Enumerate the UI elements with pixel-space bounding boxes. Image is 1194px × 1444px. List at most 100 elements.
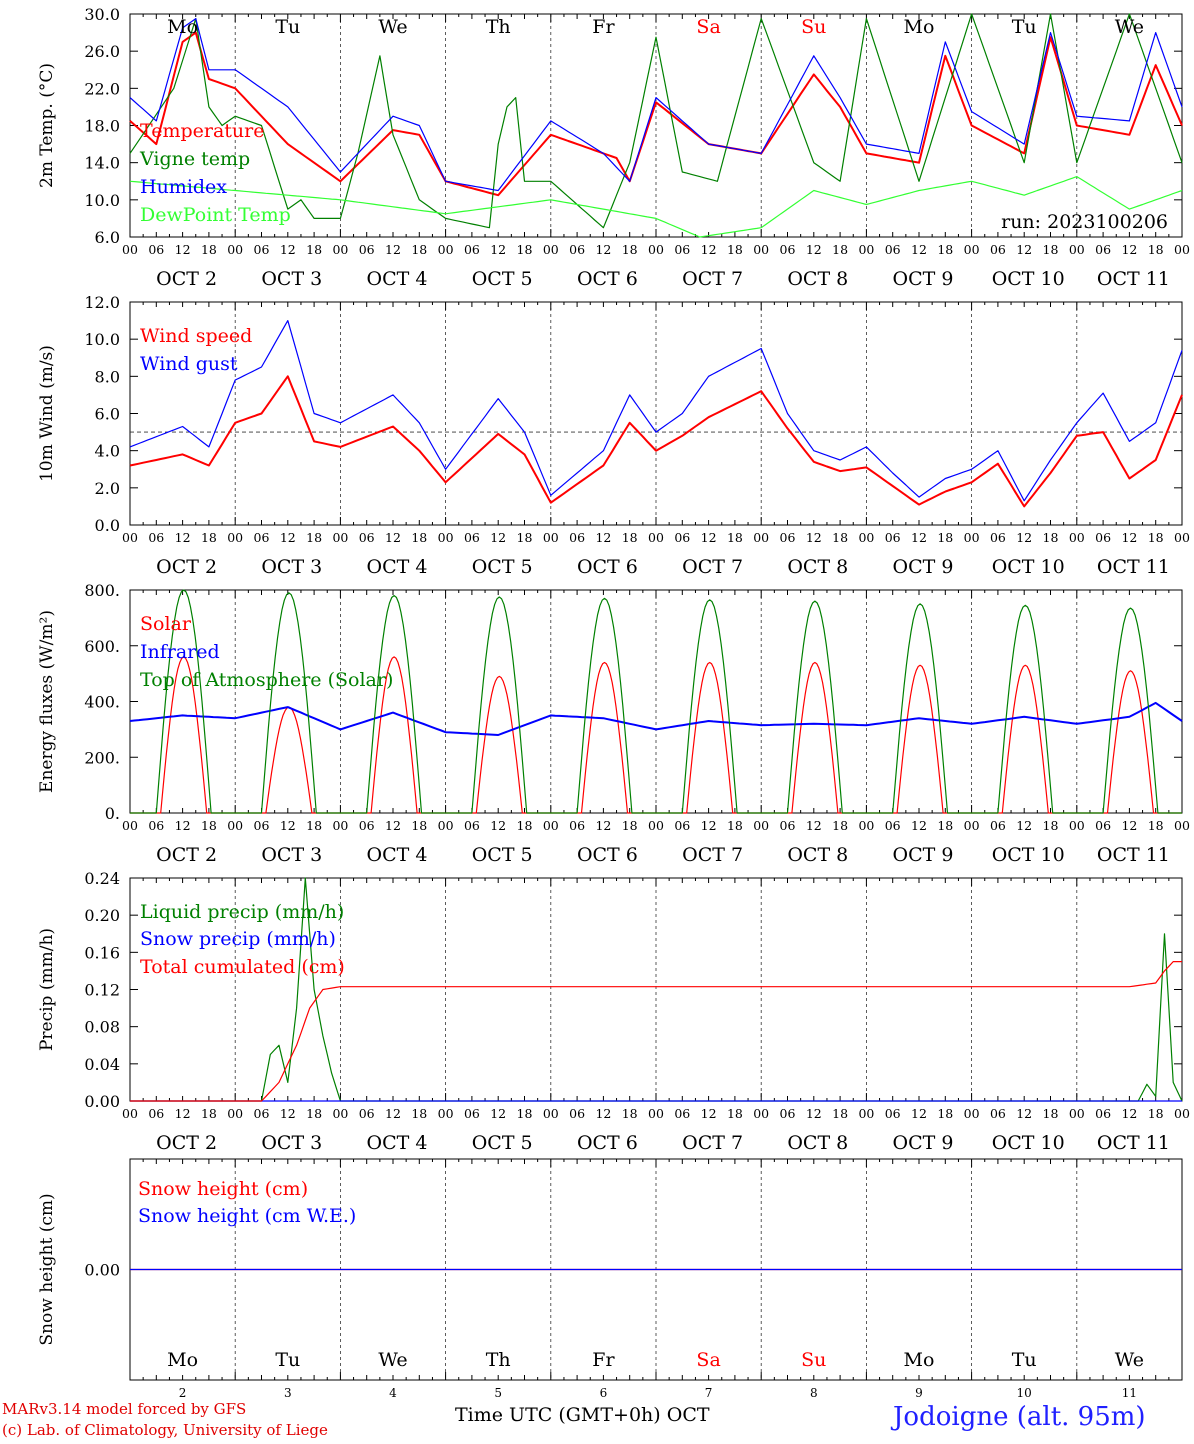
station-label: Jodoigne (alt. 95m) [893,1402,1146,1432]
hour-tick-label: 06 [148,1106,164,1121]
hour-tick-label: 18 [727,818,743,833]
hour-tick-label: 18 [411,1106,427,1121]
hour-tick-label: 06 [254,242,270,257]
weekday-label: Sa [696,16,720,38]
bottom-weekday-label: Sa [696,1349,720,1371]
weekday-label: Tu [275,16,300,38]
series-line-infrared [129,701,1183,736]
bottom-weekday-label: Fr [592,1349,615,1371]
y-tick-label: 4.0 [95,442,120,461]
hour-tick-label: 06 [780,530,796,545]
y-tick-label: 0. [105,804,120,823]
credit-line-lab: (c) Lab. of Climatology, University of L… [2,1421,328,1439]
date-label: OCT 6 [577,268,638,290]
date-label: OCT 9 [893,844,954,866]
month-label: OCT [666,1404,710,1426]
hour-tick-label: 06 [464,530,480,545]
hour-tick-label: 06 [148,242,164,257]
hour-tick-label: 00 [438,242,454,257]
hour-tick-label: 12 [595,530,611,545]
date-label: OCT 5 [472,844,533,866]
date-label: OCT 11 [1097,1132,1170,1154]
hour-tick-label: 00 [964,242,980,257]
y-tick-label: 0.00 [84,1092,120,1111]
date-label: OCT 6 [577,556,638,578]
hour-tick-label: 00 [543,1106,559,1121]
hour-tick-label: 18 [832,242,848,257]
y-axis-label: 2m Temp. (°C) [37,63,57,188]
hour-tick-label: 00 [227,818,243,833]
date-label: OCT 10 [992,844,1065,866]
hour-tick-label: 06 [990,818,1006,833]
hour-tick-label: 12 [806,1106,822,1121]
date-label: OCT 9 [893,556,954,578]
y-tick-label: 0.04 [84,1055,120,1074]
hour-tick-label: 00 [122,1106,138,1121]
date-label: OCT 8 [787,1132,848,1154]
hour-tick-label: 12 [911,530,927,545]
bottom-weekday-label: Su [801,1349,826,1371]
hour-tick-label: 06 [148,818,164,833]
date-label: OCT 8 [787,556,848,578]
hour-tick-label: 18 [622,1106,638,1121]
hour-tick-label: 06 [464,242,480,257]
hour-tick-label: 00 [964,818,980,833]
hour-tick-label: 12 [175,242,191,257]
hour-tick-label: 18 [1043,242,1059,257]
date-label: OCT 2 [156,844,217,866]
hour-tick-label: 00 [858,242,874,257]
y-tick-label: 10.0 [84,330,120,349]
hour-tick-label: 12 [595,1106,611,1121]
hour-tick-label: 18 [1043,530,1059,545]
date-label: OCT 10 [992,1132,1065,1154]
y-tick-label: 0.24 [84,869,120,888]
hour-tick-label: 06 [885,242,901,257]
y-axis-label: Energy fluxes (W/m²) [37,610,57,793]
hour-tick-label: 00 [1069,1106,1085,1121]
hour-tick-label: 06 [464,818,480,833]
hour-tick-label: 06 [990,1106,1006,1121]
hour-tick-label: 06 [1095,530,1111,545]
y-tick-label: 0.20 [84,906,120,925]
hour-tick-label: 06 [569,242,585,257]
hour-tick-label: 18 [306,1106,322,1121]
legend-entry: Snow precip (mm/h) [140,928,336,950]
hour-tick-label: 06 [885,1106,901,1121]
date-label: OCT 8 [787,844,848,866]
y-tick-label: 600. [84,637,120,656]
hour-tick-label: 00 [753,530,769,545]
hour-tick-label: 00 [438,818,454,833]
panel-3: 00 06 12 18 00 06 12 18 00 06 12 18 00 06 12 18 00 06 12 18… [37,581,1190,866]
hour-tick-label: 00 [648,530,664,545]
hour-tick-label: 12 [595,242,611,257]
hour-tick-label: 06 [1095,818,1111,833]
date-label: OCT 4 [367,844,428,866]
bottom-day-number: 5 [494,1386,502,1400]
hour-tick-label: 00 [1174,818,1190,833]
hour-tick-label: 12 [701,1106,717,1121]
hour-tick-label: 12 [1016,1106,1032,1121]
legend-entry: Liquid precip (mm/h) [140,901,344,923]
y-axis-label: 10m Wind (m/s) [37,345,57,482]
panel-2: 00 06 12 18 00 06 12 18 00 06 12 18 00 06 12 18 00 06 12 18… [37,293,1190,578]
hour-tick-label: 06 [780,1106,796,1121]
date-label: OCT 5 [472,556,533,578]
hour-tick-label: 06 [990,530,1006,545]
bottom-day-number: 11 [1122,1386,1137,1400]
date-label: OCT 10 [992,268,1065,290]
date-label: OCT 10 [992,556,1065,578]
hour-tick-label: 00 [753,242,769,257]
y-tick-label: 14.0 [84,154,120,173]
y-tick-label: 8.0 [95,367,120,386]
hour-tick-label: 00 [438,530,454,545]
date-label: OCT 7 [682,1132,743,1154]
hour-tick-label: 18 [832,530,848,545]
hour-tick-label: 12 [1016,242,1032,257]
hour-tick-label: 18 [727,242,743,257]
hour-tick-label: 12 [280,1106,296,1121]
hour-tick-label: 00 [1069,818,1085,833]
date-label: OCT 7 [682,844,743,866]
hour-tick-label: 00 [964,1106,980,1121]
date-label: OCT 2 [156,556,217,578]
plot-frame [129,301,1183,526]
